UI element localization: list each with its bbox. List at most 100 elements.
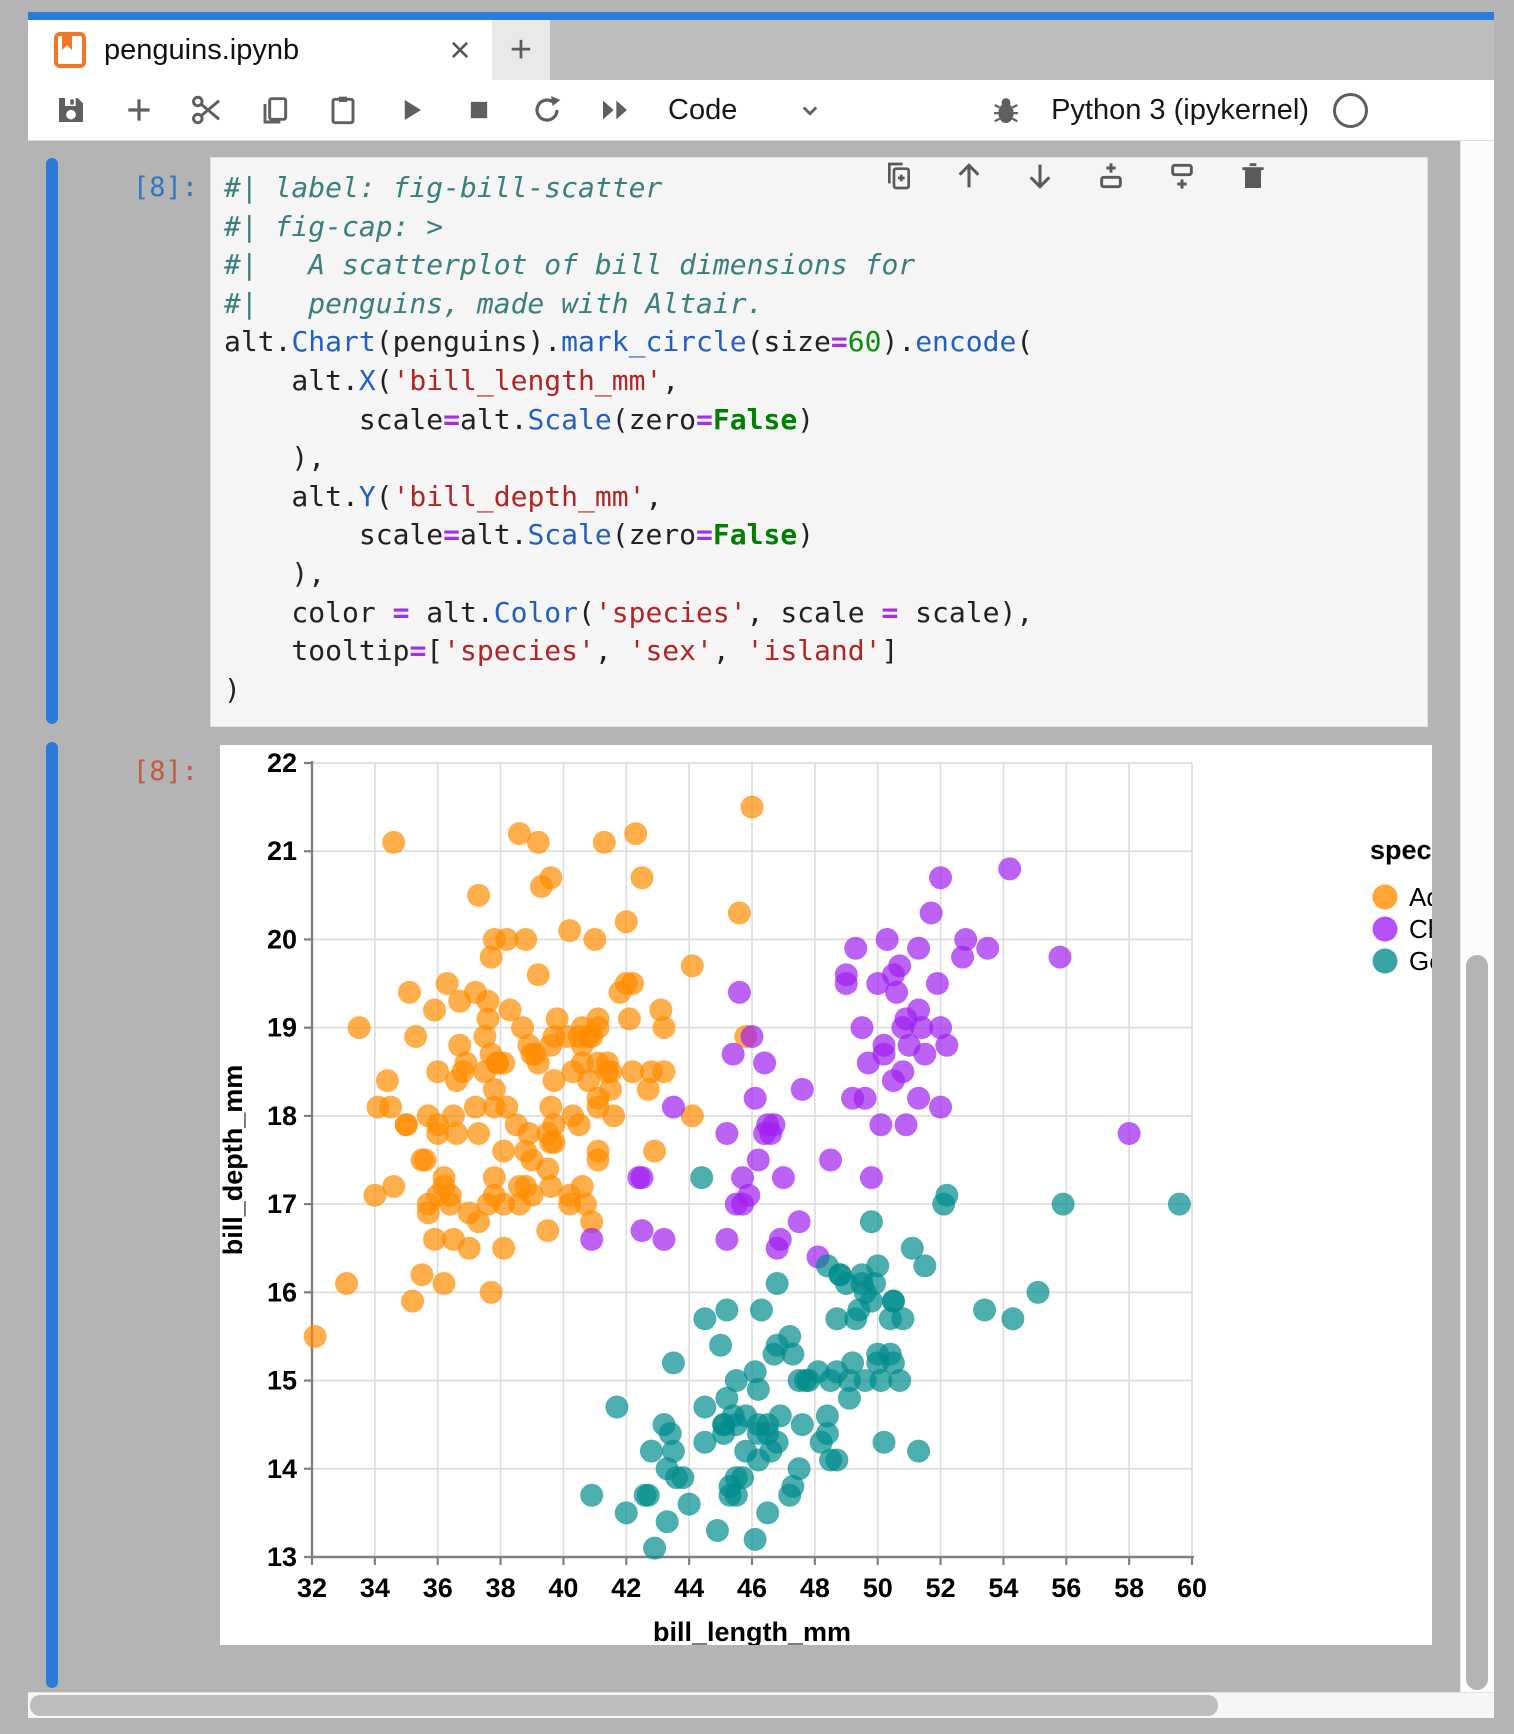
scatter-point-chinstrap[interactable] — [929, 1095, 953, 1119]
scatter-point-adelie[interactable] — [567, 1113, 591, 1137]
scatter-point-adelie[interactable] — [401, 1289, 425, 1313]
scatter-point-chinstrap[interactable] — [891, 1016, 915, 1040]
scatter-point-chinstrap[interactable] — [872, 1042, 896, 1066]
scatter-point-chinstrap[interactable] — [1117, 1122, 1141, 1146]
scatter-point-adelie[interactable] — [740, 795, 764, 819]
scatter-point-gentoo[interactable] — [790, 1413, 814, 1437]
scatter-point-adelie[interactable] — [463, 980, 487, 1004]
scatter-point-adelie[interactable] — [570, 1016, 594, 1040]
scatter-point-chinstrap[interactable] — [661, 1095, 685, 1119]
scatter-point-adelie[interactable] — [479, 945, 503, 969]
scatter-point-adelie[interactable] — [397, 980, 421, 1004]
scatter-point-chinstrap[interactable] — [790, 1077, 814, 1101]
scatter-point-chinstrap[interactable] — [731, 1192, 755, 1216]
scatter-point-adelie[interactable] — [652, 1016, 676, 1040]
scatter-point-chinstrap[interactable] — [929, 866, 953, 890]
scatter-point-gentoo[interactable] — [778, 1483, 802, 1507]
scatter-point-gentoo[interactable] — [743, 1360, 767, 1384]
scatter-point-adelie[interactable] — [423, 998, 447, 1022]
scatter-point-chinstrap[interactable] — [869, 1113, 893, 1137]
scatter-point-chinstrap[interactable] — [891, 1060, 915, 1084]
scatter-point-gentoo[interactable] — [872, 1430, 896, 1454]
scatter-point-adelie[interactable] — [649, 998, 673, 1022]
scatter-point-chinstrap[interactable] — [715, 1227, 739, 1251]
scatter-point-adelie[interactable] — [335, 1272, 359, 1296]
scatter-point-adelie[interactable] — [492, 1236, 516, 1260]
scatter-point-gentoo[interactable] — [1001, 1307, 1025, 1331]
scatter-point-adelie[interactable] — [621, 972, 645, 996]
legend-swatch-adelie[interactable] — [1372, 884, 1398, 910]
save-button[interactable] — [52, 91, 90, 129]
scatter-point-gentoo[interactable] — [815, 1421, 839, 1445]
scatter-point-chinstrap[interactable] — [731, 1166, 755, 1190]
scatter-point-gentoo[interactable] — [661, 1439, 685, 1463]
scatter-point-adelie[interactable] — [363, 1183, 387, 1207]
scatter-point-chinstrap[interactable] — [787, 1210, 811, 1234]
debug-button[interactable] — [987, 91, 1025, 129]
scatter-point-gentoo[interactable] — [580, 1483, 604, 1507]
scatter-point-gentoo[interactable] — [724, 1369, 748, 1393]
output-collapser[interactable] — [46, 742, 58, 1688]
scatter-point-adelie[interactable] — [404, 1024, 428, 1048]
scatter-point-chinstrap[interactable] — [746, 1148, 770, 1172]
scatter-point-adelie[interactable] — [643, 1139, 667, 1163]
scatter-point-adelie[interactable] — [514, 1139, 538, 1163]
scatter-point-adelie[interactable] — [445, 1069, 469, 1093]
scatter-point-chinstrap[interactable] — [753, 1122, 777, 1146]
scatter-point-chinstrap[interactable] — [715, 1122, 739, 1146]
scatter-point-adelie[interactable] — [423, 1227, 447, 1251]
horizontal-scrollbar-track[interactable] — [28, 1692, 1494, 1718]
scatter-point-chinstrap[interactable] — [721, 1042, 745, 1066]
scatter-point-adelie[interactable] — [476, 1007, 500, 1031]
scatter-point-adelie[interactable] — [426, 1183, 450, 1207]
scatter-point-gentoo[interactable] — [661, 1351, 685, 1375]
scatter-point-chinstrap[interactable] — [853, 1086, 877, 1110]
scatter-point-adelie[interactable] — [482, 1166, 506, 1190]
scatter-point-chinstrap[interactable] — [907, 936, 931, 960]
scatter-point-adelie[interactable] — [457, 1236, 481, 1260]
scatter-point-gentoo[interactable] — [614, 1501, 638, 1525]
scatter-point-gentoo[interactable] — [863, 1272, 887, 1296]
copy-cells-button[interactable] — [256, 91, 294, 129]
scatter-point-adelie[interactable] — [394, 1113, 418, 1137]
scatter-point-chinstrap[interactable] — [935, 1033, 959, 1057]
scatter-point-adelie[interactable] — [536, 1219, 560, 1243]
scatter-point-adelie[interactable] — [382, 1174, 406, 1198]
scatter-point-gentoo[interactable] — [1167, 1192, 1191, 1216]
scatter-point-chinstrap[interactable] — [925, 972, 949, 996]
scatter-point-gentoo[interactable] — [636, 1483, 660, 1507]
scatter-point-adelie[interactable] — [432, 1272, 456, 1296]
scatter-point-adelie[interactable] — [426, 1060, 450, 1084]
tab-penguins-notebook[interactable]: penguins.ipynb × — [28, 20, 492, 80]
scatter-point-gentoo[interactable] — [878, 1307, 902, 1331]
scatter-point-gentoo[interactable] — [655, 1457, 679, 1481]
tab-close-icon[interactable]: × — [449, 29, 471, 70]
scatter-point-gentoo[interactable] — [605, 1395, 629, 1419]
scatter-point-adelie[interactable] — [482, 1077, 506, 1101]
scatter-point-gentoo[interactable] — [655, 1510, 679, 1534]
scatter-point-adelie[interactable] — [586, 1095, 610, 1119]
scatter-point-gentoo[interactable] — [913, 1254, 937, 1278]
bill-dimensions-scatter[interactable]: 32 34 36 38 40 42 44 46 48 50 52 54 56 58 60 13 14 15 16 17… — [220, 745, 1432, 1645]
delete-cell-button[interactable] — [1235, 158, 1271, 194]
scatter-point-adelie[interactable] — [467, 1210, 491, 1234]
scatter-point-adelie[interactable] — [482, 1095, 506, 1119]
scatter-point-chinstrap[interactable] — [630, 1166, 654, 1190]
scatter-point-gentoo[interactable] — [765, 1272, 789, 1296]
scatter-chart-output[interactable]: 32 34 36 38 40 42 44 46 48 50 52 54 56 58 60 13 14 15 16 17… — [220, 745, 1432, 1645]
scatter-point-adelie[interactable] — [539, 1174, 563, 1198]
scatter-point-chinstrap[interactable] — [888, 954, 912, 978]
scatter-point-gentoo[interactable] — [778, 1324, 802, 1348]
scatter-point-adelie[interactable] — [580, 1210, 604, 1234]
restart-run-all-button[interactable] — [596, 91, 634, 129]
cut-cells-button[interactable] — [188, 91, 226, 129]
scatter-point-gentoo[interactable] — [658, 1421, 682, 1445]
scatter-point-adelie[interactable] — [542, 1113, 566, 1137]
scatter-point-chinstrap[interactable] — [976, 936, 1000, 960]
insert-cell-below-button[interactable] — [1164, 158, 1200, 194]
scatter-point-adelie[interactable] — [539, 866, 563, 890]
scatter-point-chinstrap[interactable] — [753, 1051, 777, 1075]
scatter-point-adelie[interactable] — [467, 1122, 491, 1146]
scatter-point-adelie[interactable] — [495, 927, 519, 951]
scatter-point-adelie[interactable] — [526, 963, 550, 987]
